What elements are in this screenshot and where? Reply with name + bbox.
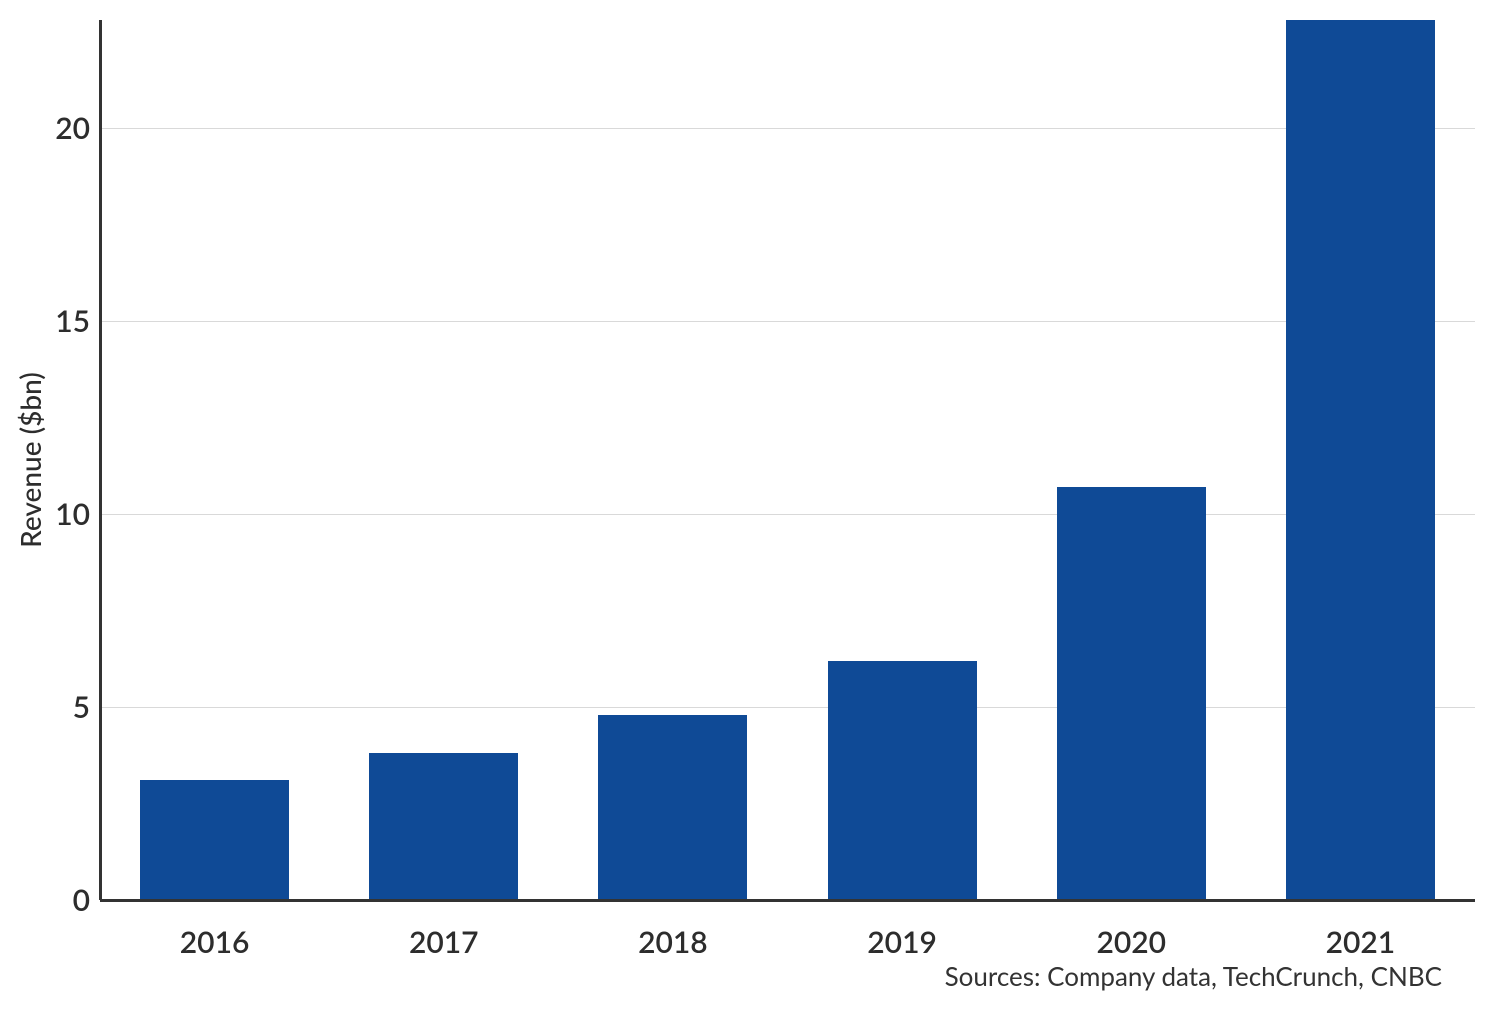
x-tick-label: 2019: [867, 924, 937, 960]
plot-area: 05101520201620172018201920202021: [100, 20, 1475, 900]
y-tick-label: 10: [20, 496, 90, 532]
source-note: Sources: Company data, TechCrunch, CNBC: [945, 960, 1442, 992]
x-tick-label: 2016: [180, 924, 250, 960]
bar: [1286, 20, 1435, 900]
bar: [828, 661, 977, 900]
y-axis-line: [99, 20, 102, 900]
y-tick-label: 15: [20, 303, 90, 339]
x-tick-label: 2020: [1096, 924, 1166, 960]
y-tick-label: 5: [20, 689, 90, 725]
bar: [140, 780, 289, 900]
x-tick-label: 2021: [1326, 924, 1396, 960]
bar: [369, 753, 518, 900]
bar: [598, 715, 747, 900]
y-tick-label: 20: [20, 110, 90, 146]
bar: [1057, 487, 1206, 900]
gridline: [100, 321, 1475, 322]
x-axis-line: [100, 899, 1475, 902]
x-tick-label: 2017: [409, 924, 479, 960]
gridline: [100, 707, 1475, 708]
gridline: [100, 128, 1475, 129]
x-tick-label: 2018: [638, 924, 708, 960]
gridline: [100, 514, 1475, 515]
revenue-bar-chart: Revenue ($bn) 05101520201620172018201920…: [0, 0, 1502, 1010]
y-tick-label: 0: [20, 882, 90, 918]
